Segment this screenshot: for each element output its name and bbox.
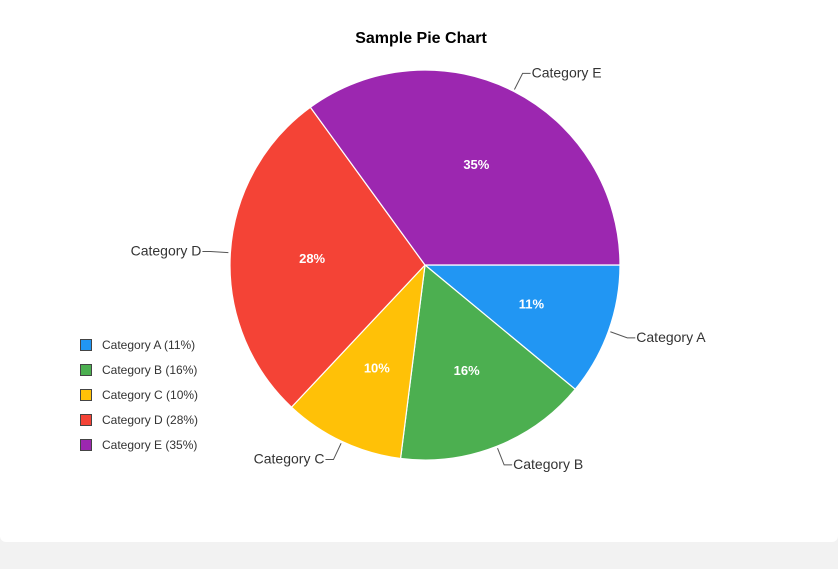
legend-swatch-category-d xyxy=(80,413,92,426)
legend-swatch-category-c xyxy=(80,388,92,401)
legend-swatch-category-a xyxy=(80,338,92,351)
slice-label-category-b: Category B xyxy=(513,456,583,472)
slice-percent-category-d: 28% xyxy=(299,251,325,266)
pie-slice-category-e[interactable] xyxy=(309,69,621,266)
leader-line-category-d xyxy=(202,251,229,254)
chart-title: Sample Pie Chart xyxy=(355,30,487,47)
leader-line-category-c xyxy=(325,443,342,461)
legend-label-category-c: Category C (10%) xyxy=(102,387,199,402)
pie-slice-category-b[interactable] xyxy=(399,263,577,461)
legend-item-category-b[interactable]: Category B (16%) xyxy=(80,357,198,382)
legend-item-category-c[interactable]: Category C (10%) xyxy=(80,382,198,407)
legend-item-category-a[interactable]: Category A (11%) xyxy=(80,332,198,357)
slice-label-category-d: Category D xyxy=(131,243,202,259)
legend-label-category-a: Category A (11%) xyxy=(102,337,196,352)
pie-chart: 11% Category A 16% Category B 10% Category C 2… xyxy=(131,64,707,472)
slice-percent-category-b: 16% xyxy=(454,363,480,378)
legend-item-category-d[interactable]: Category D (28%) xyxy=(80,407,198,432)
slice-label-category-c: Category C xyxy=(254,451,325,467)
chart-legend: Category A (11%) Category B (16%) Category… xyxy=(80,332,198,457)
legend-item-category-e[interactable]: Category E (35%) xyxy=(80,432,198,457)
legend-label-category-d: Category D (28%) xyxy=(102,412,199,427)
slice-percent-category-c: 10% xyxy=(364,360,390,375)
slice-label-category-a: Category A xyxy=(636,329,706,345)
leader-line-category-e xyxy=(513,72,531,90)
slice-label-category-e: Category E xyxy=(532,64,602,80)
chart-card: 11% Category A 16% Category B 10% Category C 2… xyxy=(0,0,838,542)
legend-label-category-b: Category B (16%) xyxy=(102,362,198,377)
legend-label-category-e: Category E (35%) xyxy=(102,437,198,452)
pie-slice-category-c[interactable] xyxy=(290,263,426,460)
pie-slice-category-d[interactable] xyxy=(229,106,426,408)
pie-slice-category-a[interactable] xyxy=(423,264,621,391)
slice-percent-category-e: 35% xyxy=(463,157,489,172)
legend-swatch-category-e xyxy=(80,438,92,451)
legend-swatch-category-b xyxy=(80,363,92,376)
leader-line-category-a xyxy=(610,331,636,339)
leader-line-category-b xyxy=(497,447,513,466)
slice-percent-category-a: 11% xyxy=(519,296,545,311)
